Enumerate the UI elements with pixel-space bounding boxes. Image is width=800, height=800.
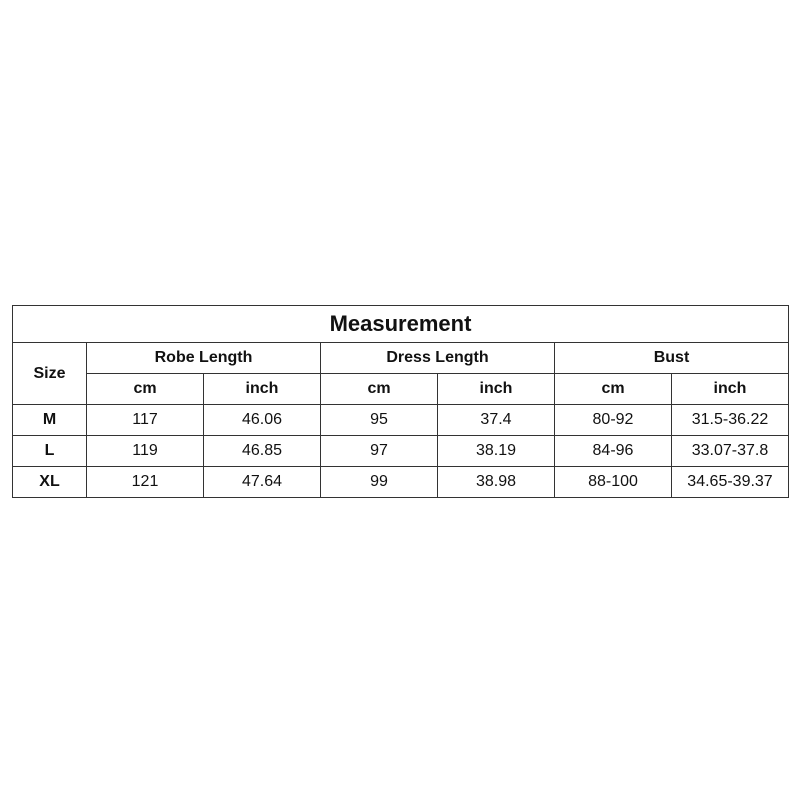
value-cell: 37.4 [437,404,555,436]
unit-header: cm [320,373,438,405]
value-cell: 99 [320,466,438,498]
value-cell: 46.06 [203,404,321,436]
unit-header: inch [437,373,555,405]
size-header: Size [12,342,87,405]
measurement-table: Measurement Size Robe Length Dress Lengt… [12,305,789,498]
value-cell: 38.19 [437,435,555,467]
table-row: M 117 46.06 95 37.4 80-92 31.5-36.22 [12,404,789,436]
group-header: Dress Length [320,342,555,374]
value-cell: 47.64 [203,466,321,498]
value-cell: 46.85 [203,435,321,467]
value-cell: 97 [320,435,438,467]
value-cell: 34.65-39.37 [671,466,789,498]
value-cell: 88-100 [554,466,672,498]
value-cell: 84-96 [554,435,672,467]
unit-header: cm [86,373,204,405]
value-cell: 80-92 [554,404,672,436]
size-cell: L [12,435,87,467]
value-cell: 95 [320,404,438,436]
unit-header: inch [203,373,321,405]
value-cell: 31.5-36.22 [671,404,789,436]
value-cell: 38.98 [437,466,555,498]
value-cell: 33.07-37.8 [671,435,789,467]
group-header: Robe Length [86,342,321,374]
table-row: XL 121 47.64 99 38.98 88-100 34.65-39.37 [12,466,789,498]
unit-header: inch [671,373,789,405]
value-cell: 119 [86,435,204,467]
size-cell: M [12,404,87,436]
unit-header: cm [554,373,672,405]
table-row: L 119 46.85 97 38.19 84-96 33.07-37.8 [12,435,789,467]
table-title: Measurement [12,305,789,343]
value-cell: 117 [86,404,204,436]
group-header: Bust [554,342,789,374]
value-cell: 121 [86,466,204,498]
size-cell: XL [12,466,87,498]
